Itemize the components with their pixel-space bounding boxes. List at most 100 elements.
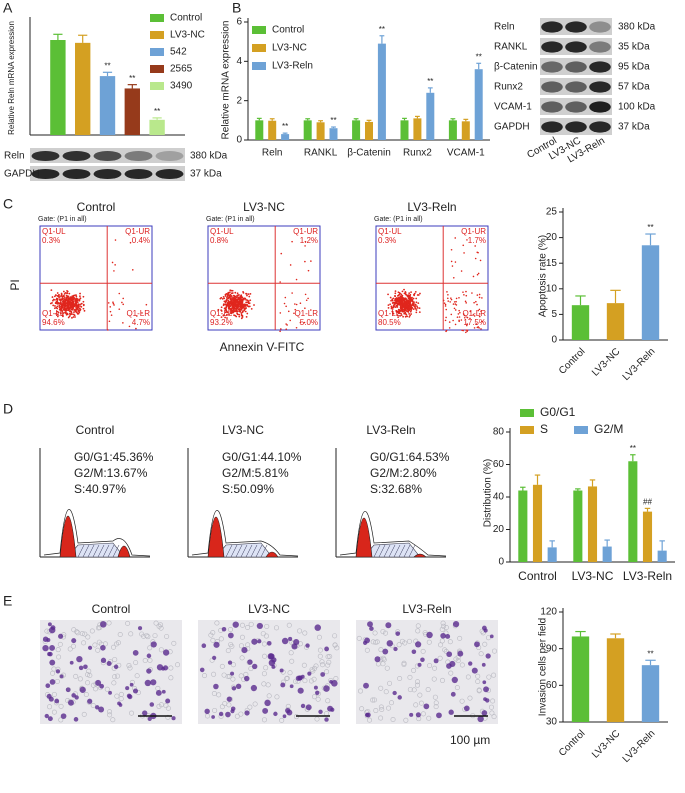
flow-dot xyxy=(400,305,402,308)
quadrant-value: 17.5% xyxy=(463,318,486,327)
blot-size: 37 kDa xyxy=(190,169,222,180)
image-title: Control xyxy=(92,602,131,616)
flow-dot xyxy=(224,293,227,296)
cell xyxy=(244,710,250,716)
cell xyxy=(448,709,454,715)
flow-dot xyxy=(397,294,400,297)
error-bar xyxy=(379,35,385,44)
flow-dot xyxy=(454,237,457,239)
pore xyxy=(311,676,317,682)
cell xyxy=(47,622,52,627)
flow-dot xyxy=(466,239,468,241)
cell xyxy=(369,626,374,631)
blot-size: 380 kDa xyxy=(618,22,656,33)
flow-dot xyxy=(239,297,242,300)
flow-dot xyxy=(72,316,75,318)
pore xyxy=(389,700,395,706)
pore xyxy=(202,673,208,679)
flow-dot xyxy=(65,294,68,297)
blot-band xyxy=(589,21,611,33)
flow-dot xyxy=(447,300,450,302)
cell xyxy=(213,641,220,648)
pore xyxy=(356,635,362,641)
quadrant-value: 1.2% xyxy=(300,236,318,245)
pore xyxy=(387,680,393,686)
flow-dot xyxy=(397,316,400,319)
flow-dot xyxy=(408,312,411,315)
cell xyxy=(417,662,422,667)
legend-swatch xyxy=(150,31,164,39)
flow-title: Control xyxy=(77,200,116,214)
micrograph xyxy=(40,620,182,724)
pore xyxy=(279,717,285,723)
bar xyxy=(316,122,325,140)
pore xyxy=(324,669,330,675)
pore xyxy=(274,694,280,700)
cell xyxy=(362,640,368,645)
flow-dot xyxy=(474,245,476,247)
flow-dot xyxy=(458,296,460,299)
pore xyxy=(373,708,379,714)
pore xyxy=(379,706,385,712)
flow-dot xyxy=(72,305,74,308)
flow-dot xyxy=(118,308,121,310)
flow-dot xyxy=(59,312,62,315)
flow-frame xyxy=(375,225,489,331)
flow-dot xyxy=(450,313,453,316)
error-bar xyxy=(127,84,137,89)
flow-dot xyxy=(475,300,477,303)
cell xyxy=(78,665,84,671)
flow-dot xyxy=(391,298,394,301)
cell xyxy=(282,714,287,719)
quadrant-name: Q1-LL xyxy=(378,309,401,318)
cell xyxy=(483,686,489,693)
cell xyxy=(446,663,452,669)
flow-dot xyxy=(452,303,455,305)
pore xyxy=(492,648,498,654)
pore xyxy=(129,710,135,716)
cell xyxy=(451,676,458,684)
cell xyxy=(482,680,487,685)
blot-band xyxy=(155,168,184,180)
blot-band xyxy=(93,150,122,162)
flow-dot xyxy=(451,265,454,267)
flow-dot xyxy=(471,292,473,294)
flow-dot xyxy=(54,302,57,305)
hist-hatch xyxy=(87,544,95,558)
flow-dot xyxy=(227,291,230,294)
blot-band xyxy=(31,150,60,162)
pore xyxy=(141,633,147,639)
cell xyxy=(83,664,88,670)
pore xyxy=(455,658,461,664)
pore xyxy=(491,714,497,720)
error-bar xyxy=(630,454,636,462)
flow-dot xyxy=(413,293,415,296)
flow-dot xyxy=(307,297,309,300)
cell xyxy=(48,696,54,702)
flow-dot xyxy=(78,299,81,302)
cell xyxy=(71,638,77,644)
pore xyxy=(433,704,439,710)
pore xyxy=(310,668,316,674)
quadrant-value: 1.7% xyxy=(468,236,486,245)
bar xyxy=(255,120,264,140)
flow-gate: Gate: (P1 in all) xyxy=(374,216,423,223)
pore xyxy=(439,677,445,683)
cell xyxy=(244,675,250,682)
quadrant-value: 80.5% xyxy=(378,318,401,327)
legend-swatch xyxy=(150,65,164,73)
flow-dot xyxy=(299,302,302,305)
blot-band xyxy=(589,41,611,53)
flow-dot xyxy=(480,310,482,313)
significance-mark: ** xyxy=(647,649,653,658)
flow-dot xyxy=(56,310,59,313)
pore xyxy=(142,658,148,664)
flow-dot xyxy=(304,245,306,247)
flow-dot xyxy=(291,240,293,243)
flow-dot xyxy=(404,293,407,296)
pore xyxy=(327,653,333,659)
flow-dot xyxy=(228,301,230,304)
flow-dot xyxy=(118,292,121,295)
y-tick-label: 2 xyxy=(236,95,242,106)
flow-dot xyxy=(225,298,228,301)
